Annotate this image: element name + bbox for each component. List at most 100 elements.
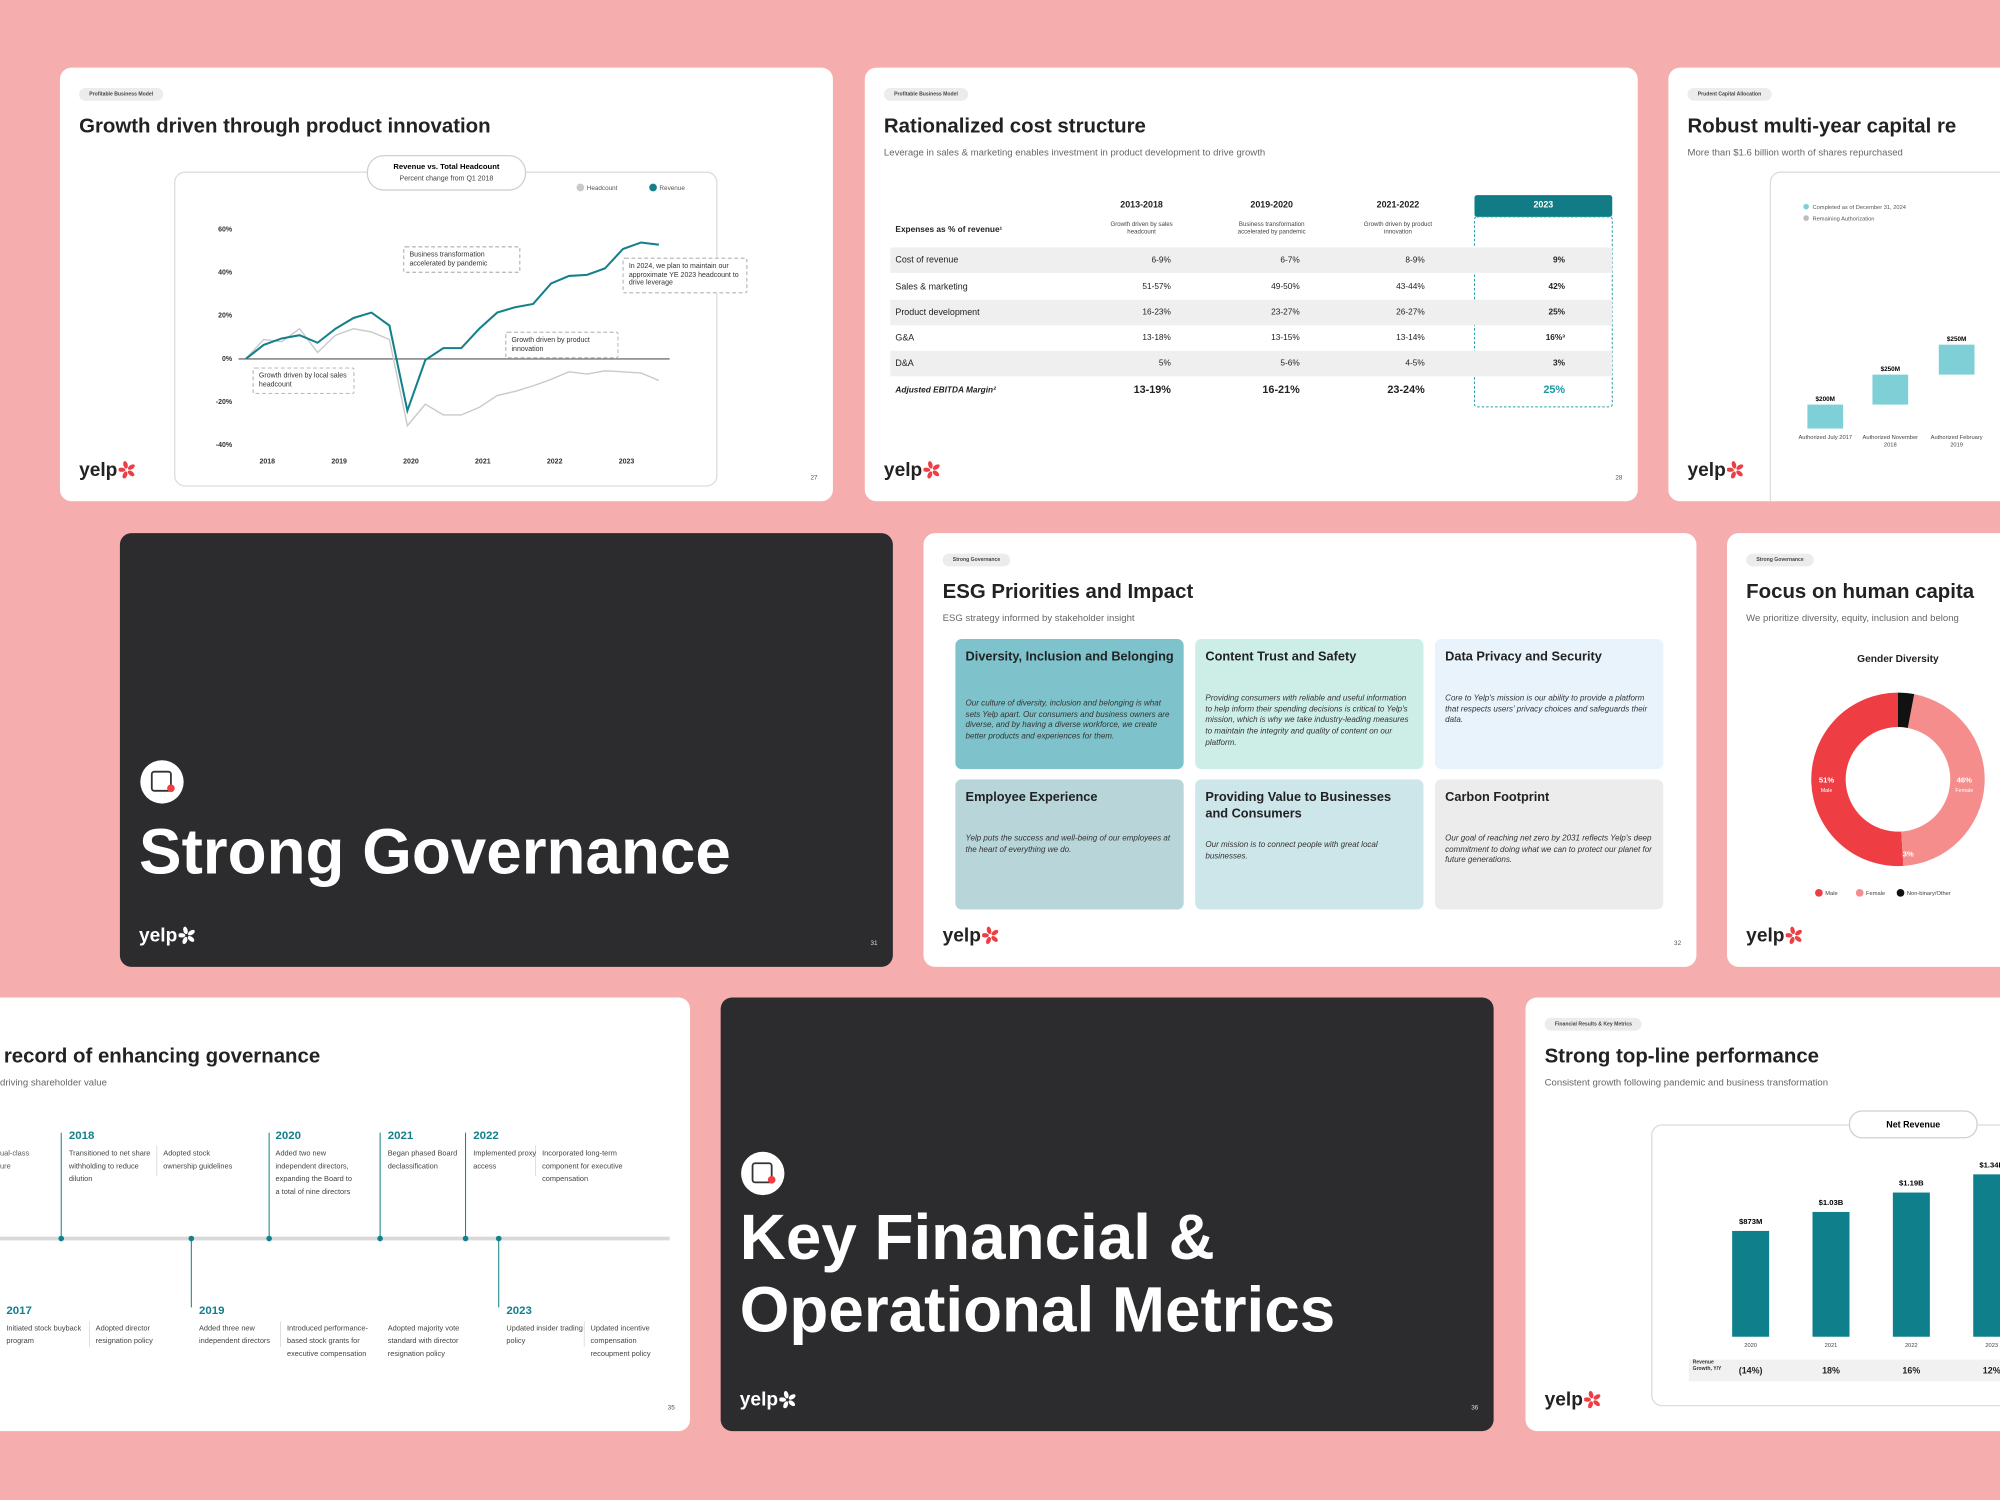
value-label: 51% xyxy=(1819,776,1834,785)
petal xyxy=(187,929,195,936)
petal xyxy=(1736,464,1744,470)
petal xyxy=(187,936,195,942)
segment-name: Female xyxy=(1955,788,1973,794)
petal xyxy=(1795,929,1802,936)
timeline-text: Added two new independent directors, exp… xyxy=(275,1150,352,1197)
growth-value: 16% xyxy=(1902,1366,1920,1376)
petal xyxy=(991,936,998,942)
slide-title: Strong top-line performance xyxy=(1544,1045,1820,1068)
cell: 9% xyxy=(1553,254,1566,264)
legend-swatch xyxy=(1855,889,1864,897)
column-note: Business transformation accelerated by p… xyxy=(1237,221,1306,236)
legend-swatch xyxy=(1803,203,1809,210)
growth-label: Revenue Growth, Y/Y xyxy=(1692,1358,1722,1371)
donut-segment xyxy=(1897,692,1915,728)
petal xyxy=(783,1401,789,1409)
annotation: Business transformation accelerated by p… xyxy=(403,246,521,274)
timeline-year: 2018 xyxy=(68,1128,95,1142)
cell: 13-14% xyxy=(1396,332,1425,342)
petal xyxy=(927,471,933,479)
page-number: 31 xyxy=(870,940,878,948)
annotation: Growth driven by local sales headcount xyxy=(252,367,355,395)
logo-burst xyxy=(178,926,195,944)
legend-swatch xyxy=(1815,889,1823,897)
fragment-text: ure xyxy=(0,1163,11,1171)
cell: 25% xyxy=(1548,307,1565,317)
icon-glyph xyxy=(150,770,172,792)
icon-dot xyxy=(767,1176,776,1184)
x-tick-label: 2023 xyxy=(619,459,635,466)
chart-subtitle: Percent change from Q1 2018 xyxy=(400,175,494,182)
slide-title: record of enhancing governance xyxy=(3,1045,321,1068)
column-note: Growth driven by sales headcount xyxy=(1110,221,1173,236)
slide: Key Financial & Operational Metrics yelp 3… xyxy=(720,997,1494,1432)
timeline-text: Updated incentive compensation recoupmen… xyxy=(590,1325,651,1359)
cell: 5% xyxy=(1159,358,1172,368)
cell: 5-6% xyxy=(1280,358,1300,368)
slide-title: ESG Priorities and Impact xyxy=(942,581,1194,604)
y-tick-label: 20% xyxy=(218,313,233,320)
petal xyxy=(1727,467,1734,472)
icon-circle xyxy=(140,760,184,804)
y-tick-label: 40% xyxy=(218,270,233,277)
timeline-text: Implemented proxy access xyxy=(473,1150,537,1171)
logo-burst xyxy=(118,461,135,479)
slide-title: Focus on human capita xyxy=(1746,581,1975,604)
slide-subtitle: ESG strategy informed by stakeholder ins… xyxy=(942,612,1135,624)
slide-graphics: Completed as of December 31, 2024 Remaini… xyxy=(1769,171,2000,502)
cell: 43-44% xyxy=(1396,281,1425,291)
cell: 23-27% xyxy=(1271,307,1300,317)
card-text: Yelp puts the success and well-being of … xyxy=(965,834,1171,855)
timeline-text: Introduced performance- based stock gran… xyxy=(286,1325,368,1359)
page-number: 35 xyxy=(667,1404,675,1412)
bar xyxy=(1973,1174,2000,1337)
legend-swatch xyxy=(1803,215,1809,221)
page-number: 32 xyxy=(1674,940,1682,948)
icon-circle xyxy=(741,1151,785,1196)
timeline-year: 2019 xyxy=(198,1303,225,1317)
section-tag: Financial Results & Key Metrics xyxy=(1544,1017,1643,1031)
section-tag: Profitable Business Model xyxy=(883,88,969,101)
timeline-year: 2020 xyxy=(275,1128,302,1142)
card-title: Data Privacy and Security xyxy=(1445,650,1602,665)
timeline-node xyxy=(58,1235,65,1242)
card-title: Providing Value to Businesses and Consum… xyxy=(1205,790,1392,822)
slide-graphics: Gender Diversity 51% Male 46% Female 3% Male Fe… xyxy=(1811,654,1985,897)
slide: Completed as of December 31, 2024 Remaini… xyxy=(1668,67,2000,502)
timeline-node xyxy=(462,1235,469,1242)
column-header: 2019-2020 xyxy=(1250,200,1293,210)
petal xyxy=(127,464,135,470)
section-tag: Strong Governance xyxy=(1746,553,1814,567)
timeline-year: 2021 xyxy=(387,1128,414,1142)
row-label: Cost of revenue xyxy=(895,255,958,265)
petal xyxy=(1584,1397,1591,1402)
fragment-text: ual-class xyxy=(0,1150,30,1159)
section-tag: Prudent Capital Allocation xyxy=(1687,88,1772,101)
section-tag: Profitable Business Model xyxy=(79,88,164,101)
chart-frame xyxy=(1769,171,2000,502)
logo-text: yelp xyxy=(1687,459,1726,481)
petal xyxy=(118,467,126,472)
esg-card xyxy=(1434,639,1664,770)
bar xyxy=(1938,344,1975,375)
petal xyxy=(991,929,999,936)
slide: 2013-2018 2019-2020 2021-2022 2023 Cost of r… xyxy=(864,67,1638,502)
slide: Strong Governance yelp 31 xyxy=(119,533,893,967)
growth-value: 18% xyxy=(1822,1366,1840,1376)
esg-card xyxy=(1195,639,1424,770)
petal xyxy=(123,461,128,469)
petal xyxy=(178,933,186,938)
x-tick-label: 2019 xyxy=(331,459,347,466)
cell: 6-7% xyxy=(1280,254,1300,264)
petal xyxy=(788,1400,796,1407)
petal xyxy=(1794,936,1802,942)
value-label: $250M xyxy=(1947,336,1966,343)
logo-burst xyxy=(1727,461,1744,479)
slide-graphics: Revenue vs. Total Headcount Percent chang… xyxy=(174,154,718,487)
value-label: 3% xyxy=(1903,850,1914,859)
timeline-node xyxy=(377,1235,383,1242)
timeline-node xyxy=(266,1235,272,1242)
cell: 3% xyxy=(1553,358,1566,368)
slide-graphics xyxy=(140,760,184,804)
